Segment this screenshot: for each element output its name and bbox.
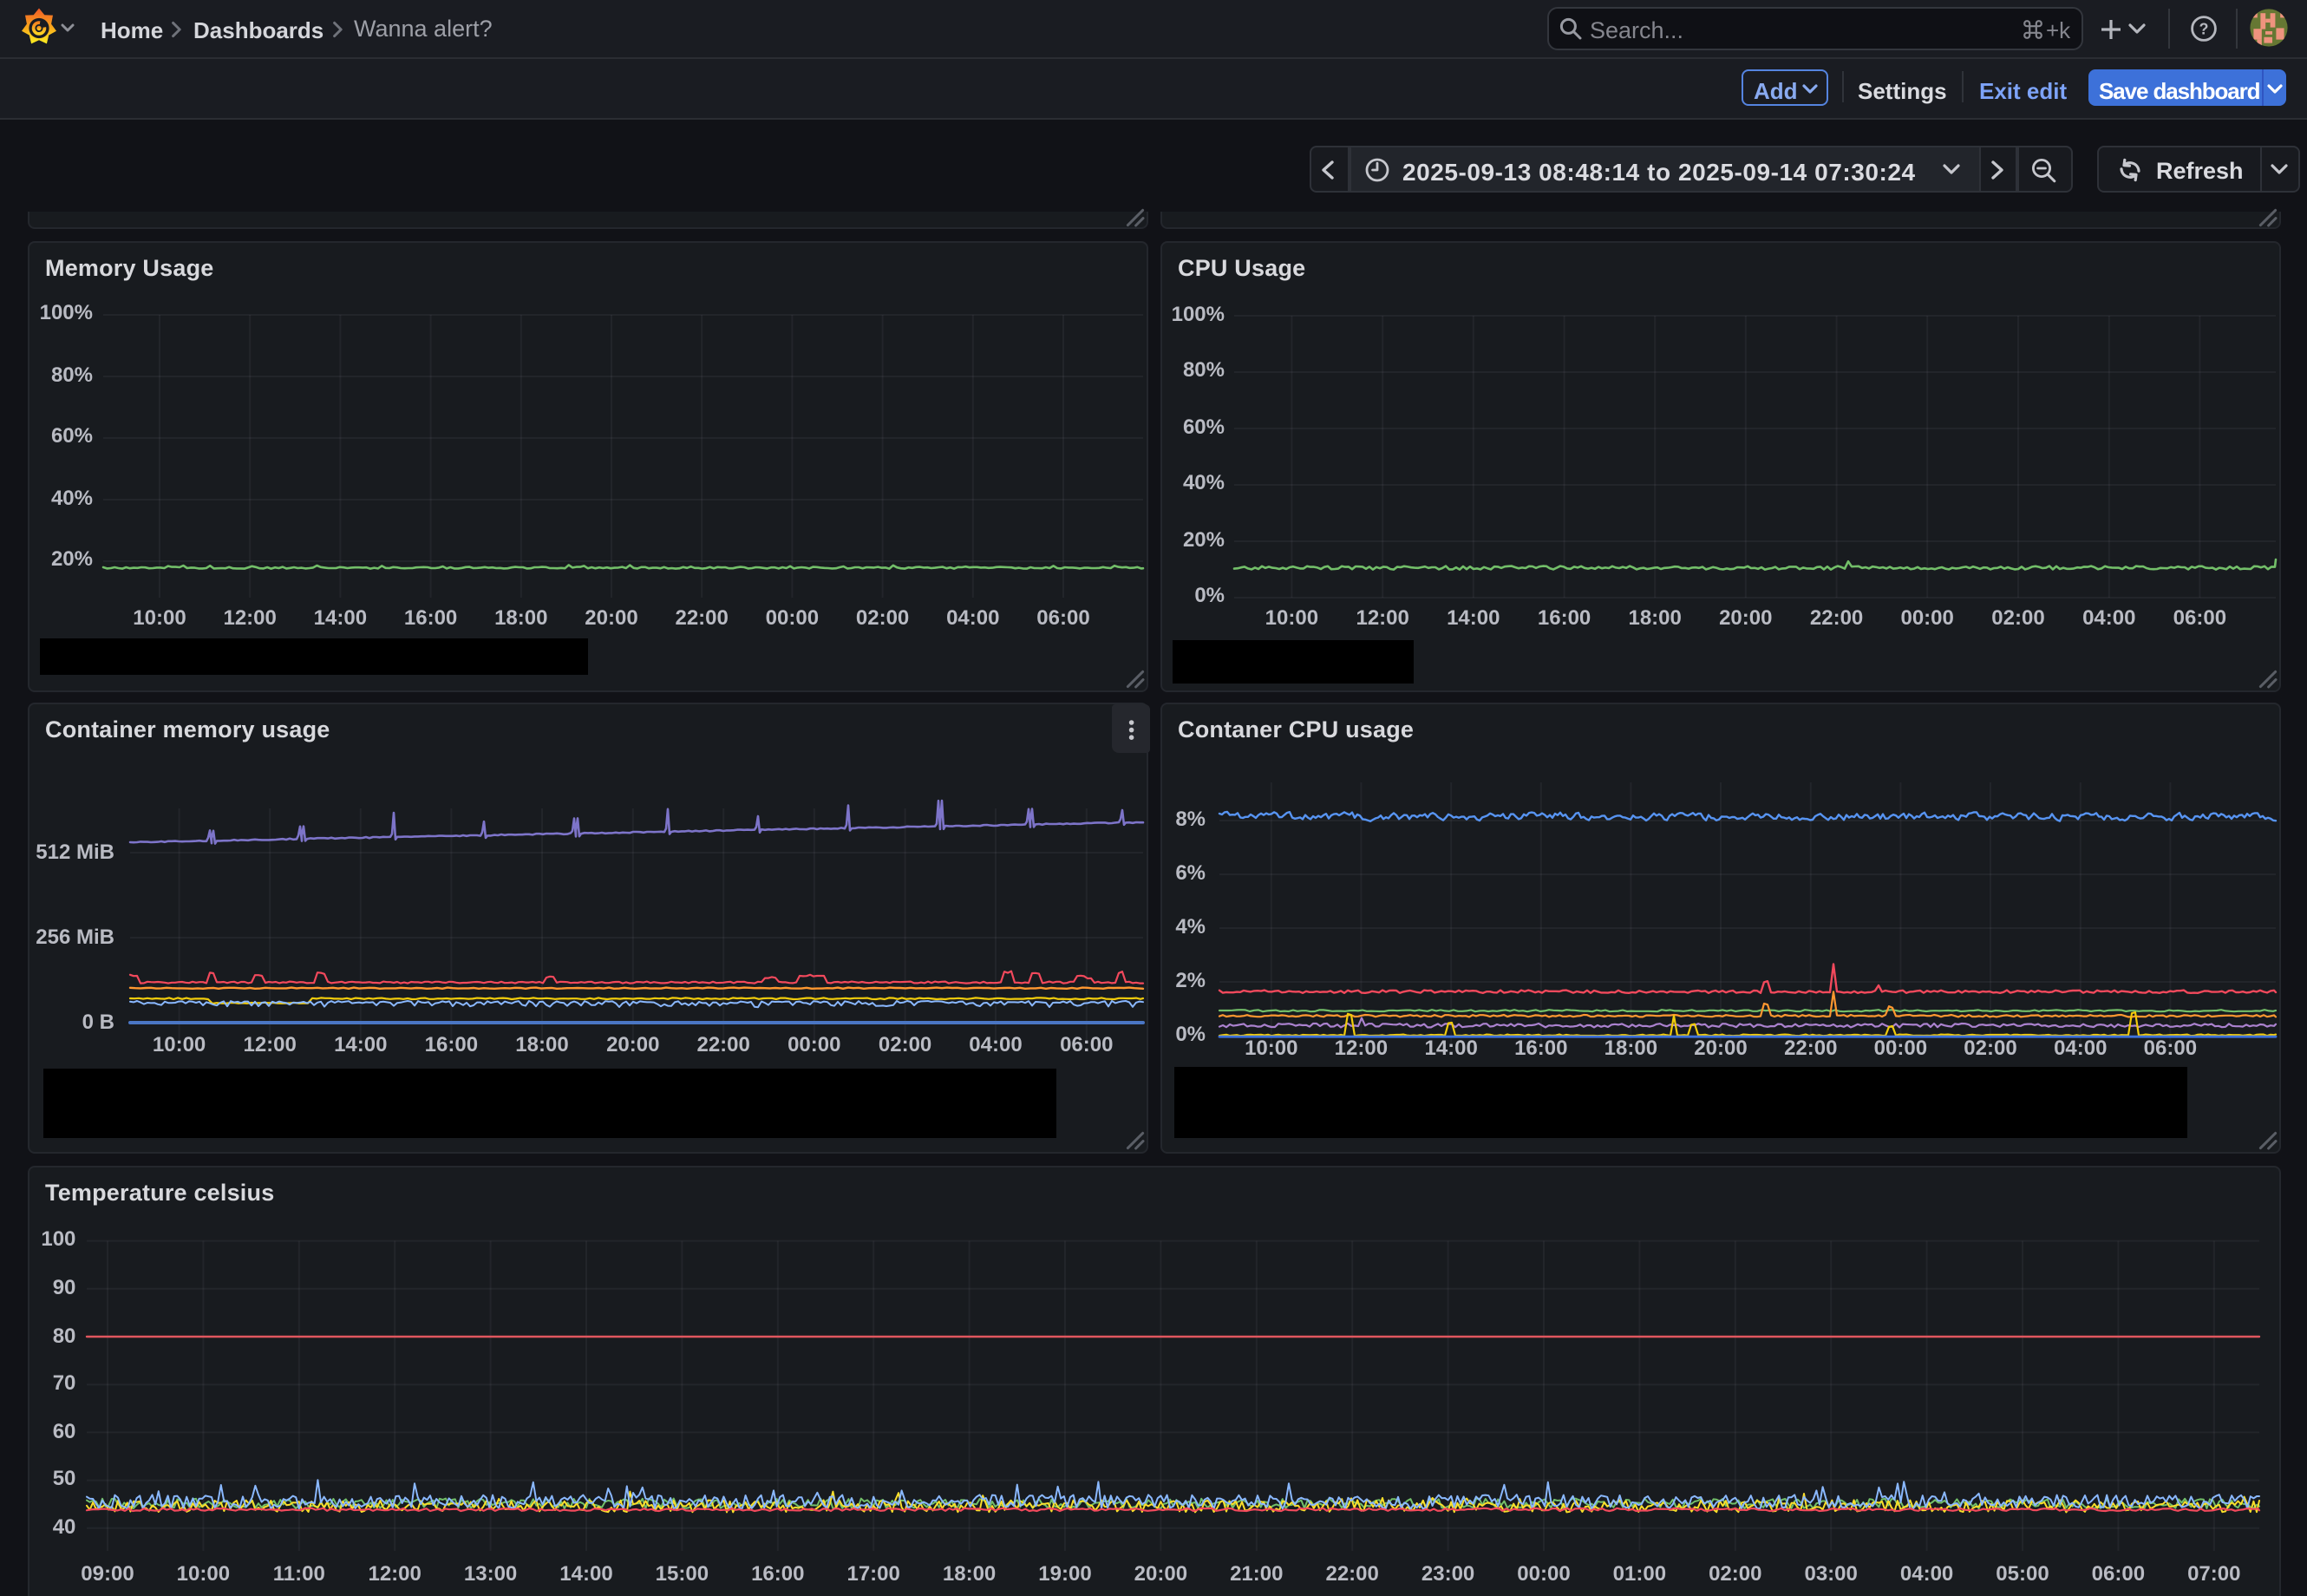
- svg-text:?: ?: [2199, 21, 2208, 38]
